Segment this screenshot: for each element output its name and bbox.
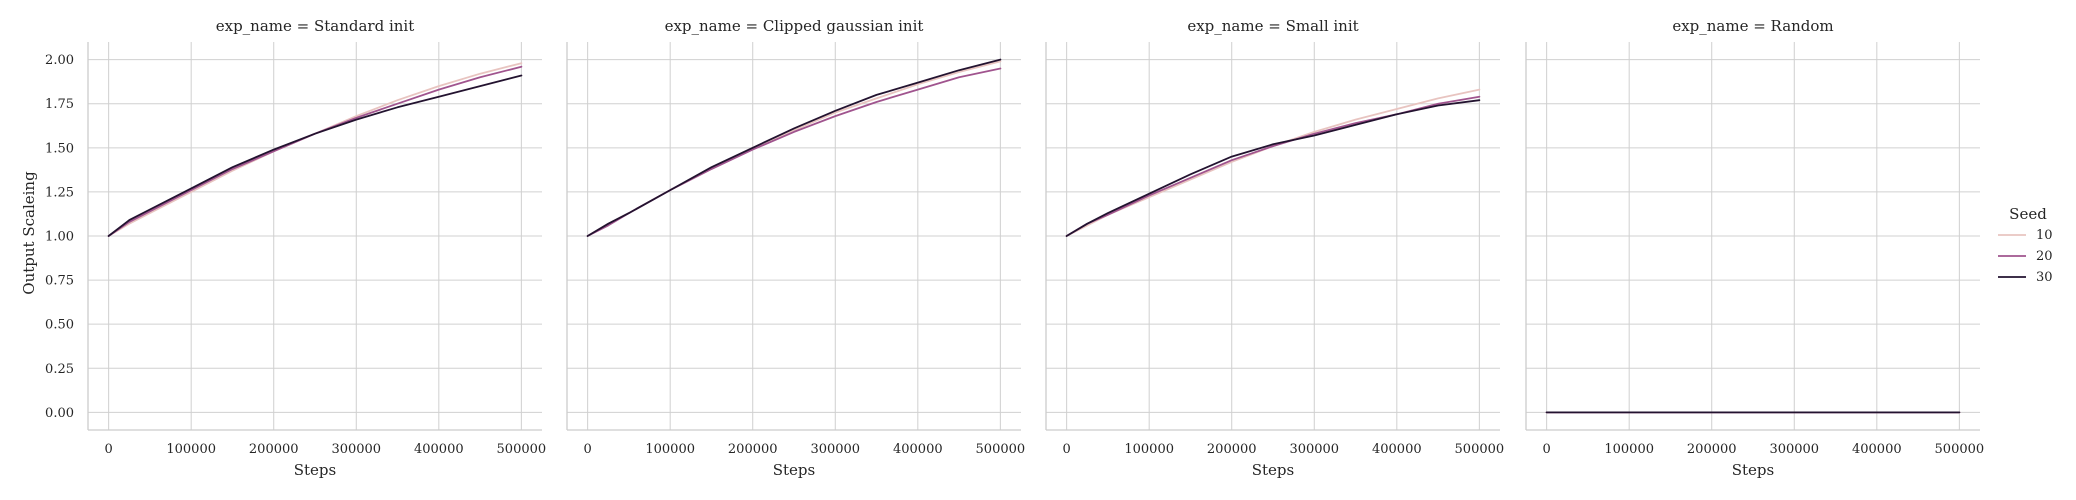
y-tick-label: 0.00: [45, 406, 74, 421]
x-axis-label: Steps: [1732, 461, 1774, 479]
y-tick-label: 1.75: [45, 97, 74, 112]
x-tick-label: 400000: [893, 442, 943, 457]
y-tick-label: 1.00: [45, 230, 74, 245]
x-tick-label: 100000: [645, 442, 695, 457]
x-tick-label: 300000: [810, 442, 860, 457]
legend-label: 20: [2036, 249, 2053, 264]
panel-title: exp_name = Small init: [1187, 17, 1358, 35]
panel-2: exp_name = Clipped gaussian init 0 100000 2…: [566, 17, 1026, 479]
x-tick-label: 500000: [497, 442, 547, 457]
x-tick-label: 0: [1062, 442, 1070, 457]
y-tick-label: 0.75: [45, 274, 74, 289]
x-tick-label: 400000: [1852, 442, 1902, 457]
y-tick-label: 1.50: [45, 141, 74, 156]
x-tick-label: 300000: [331, 442, 381, 457]
panel-3: exp_name = Small init 0 100000 200000 300000…: [1045, 17, 1505, 479]
x-tick-label: 300000: [1289, 442, 1339, 457]
legend-label: 10: [2036, 228, 2053, 243]
x-axis-label: Steps: [1252, 461, 1294, 479]
x-tick-label: 200000: [728, 442, 778, 457]
legend-entries: 10 20 30: [1998, 228, 2053, 285]
x-tick-label: 200000: [249, 442, 299, 457]
x-tick-label: 500000: [1455, 442, 1505, 457]
panel-title: exp_name = Standard init: [216, 17, 415, 35]
legend-title: Seed: [2009, 205, 2047, 223]
x-tick-label: 0: [583, 442, 591, 457]
y-tick-label: 0.25: [45, 362, 74, 377]
x-tick-label: 300000: [1769, 442, 1819, 457]
x-tick-label: 0: [1542, 442, 1550, 457]
x-tick-label: 400000: [1372, 442, 1422, 457]
panel-1: exp_name = Standard init 0 100000 200000 300…: [45, 17, 546, 479]
legend-label: 30: [2036, 270, 2053, 285]
series-line-seed-10: [1065, 88, 1481, 237]
series-line-seed-20: [586, 67, 1002, 237]
x-tick-label: 200000: [1687, 442, 1737, 457]
y-tick-label: 1.25: [45, 185, 74, 200]
series-line-seed-10: [107, 62, 523, 237]
series-line-seed-30: [586, 58, 1002, 237]
x-tick-label: 100000: [166, 442, 216, 457]
x-tick-label: 0: [104, 442, 112, 457]
x-tick-label: 100000: [1604, 442, 1654, 457]
x-tick-label: 400000: [414, 442, 464, 457]
y-tick-label: 2.00: [45, 53, 74, 68]
series-line-seed-10: [586, 60, 1002, 237]
panel-4: exp_name = Random 0 100000 200000 300000 4000…: [1525, 17, 1985, 479]
series-line-seed-30: [1065, 99, 1481, 237]
panel-title: exp_name = Random: [1672, 17, 1833, 35]
y-axis-label: Output Scaleing: [20, 171, 38, 295]
series-line-seed-30: [107, 74, 523, 237]
series-line-seed-20: [1065, 95, 1481, 237]
x-axis-label: Steps: [773, 461, 815, 479]
x-tick-label: 100000: [1124, 442, 1174, 457]
panel-title: exp_name = Clipped gaussian init: [665, 17, 924, 35]
legend: Seed 10 20 30: [1998, 205, 2053, 285]
x-tick-label: 500000: [1935, 442, 1985, 457]
y-tick-label: 0.50: [45, 318, 74, 333]
x-tick-label: 200000: [1207, 442, 1257, 457]
x-axis-label: Steps: [294, 461, 336, 479]
panels: exp_name = Standard init 0 100000 200000 300…: [45, 17, 1984, 479]
x-tick-label: 500000: [976, 442, 1026, 457]
